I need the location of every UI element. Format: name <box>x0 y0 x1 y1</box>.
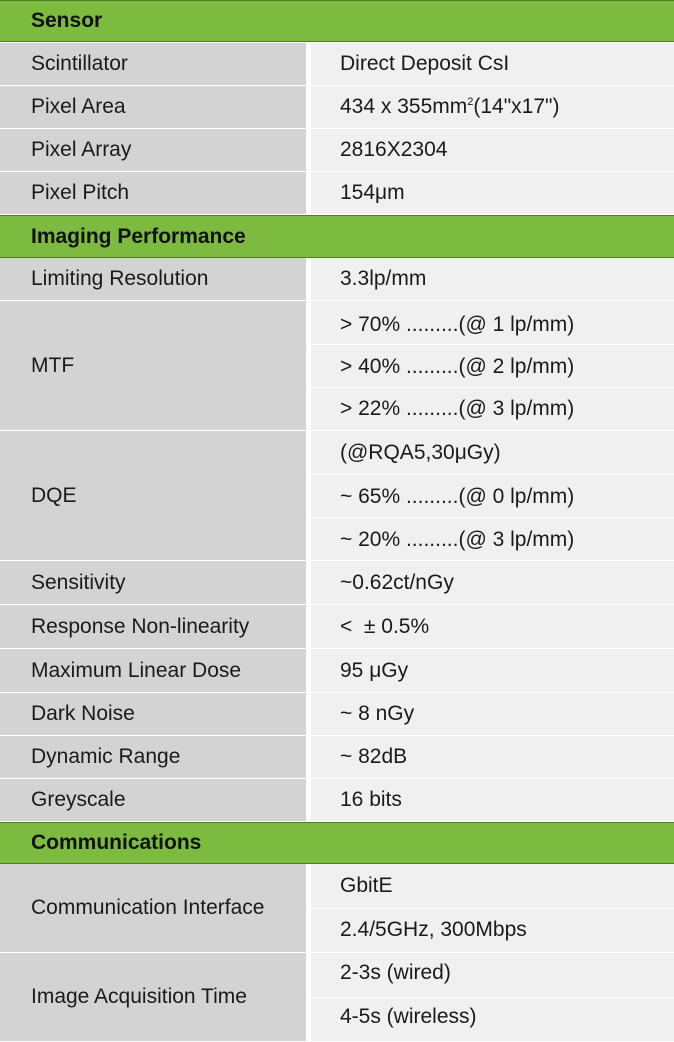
row-label-response-nonlinearity: Response Non-linearity <box>0 605 306 649</box>
value-text: 4-5s (wireless) <box>340 1005 477 1028</box>
value-text: 154μm <box>340 181 405 204</box>
value-text: GbitE <box>340 874 393 897</box>
row-value-dynamic-range: ~ 82dB <box>311 736 674 779</box>
row-label-greyscale: Greyscale <box>0 779 306 822</box>
value-text: Direct Deposit CsI <box>340 52 510 75</box>
label-text: Communication Interface <box>31 896 265 919</box>
divider <box>311 344 674 345</box>
value-text: 434 x 355mm2(14"x17") <box>340 95 559 119</box>
label-text: Dynamic Range <box>31 745 181 768</box>
row-label-image-acquisition-time: Image Acquisition Time <box>0 953 306 1042</box>
value-pre: 434 x 355mm <box>340 95 468 118</box>
section-title: Sensor <box>31 9 103 32</box>
value-text: > 22% .........(@ 3 lp/mm) <box>340 397 575 420</box>
section-title: Imaging Performance <box>31 224 246 248</box>
section-header-sensor: Sensor <box>0 0 674 42</box>
value-text: (@RQA5,30μGy) <box>340 441 501 464</box>
row-label-pixel-pitch: Pixel Pitch <box>0 172 306 215</box>
row-label-dynamic-range: Dynamic Range <box>0 736 306 779</box>
label-text: Pixel Array <box>31 138 132 161</box>
row-label-limiting-resolution: Limiting Resolution <box>0 258 306 301</box>
section-title: Communications <box>31 831 202 854</box>
row-label-dqe: DQE <box>0 431 306 561</box>
label-text: Dark Noise <box>31 702 135 725</box>
value-text: 16 bits <box>340 788 402 811</box>
label-text: DQE <box>31 483 77 507</box>
value-post: (14"x17") <box>473 95 560 118</box>
label-text: Pixel Pitch <box>31 181 130 204</box>
row-value-dark-noise: ~ 8 nGy <box>311 693 674 736</box>
value-text: 2-3s (wired) <box>340 961 451 984</box>
value-text: > 70% .........(@ 1 lp/mm) <box>340 313 575 336</box>
row-label-sensitivity: Sensitivity <box>0 561 306 605</box>
section-header-imaging: Imaging Performance <box>0 215 674 258</box>
divider <box>311 908 674 909</box>
value-text: ~ 20% .........(@ 3 lp/mm) <box>340 528 575 551</box>
row-label-pixel-area: Pixel Area <box>0 86 306 129</box>
row-label-communication-interface: Communication Interface <box>0 864 306 953</box>
value-text: ~ 8 nGy <box>340 702 415 725</box>
value-text: < ± 0.5% <box>340 614 430 638</box>
label-text: Image Acquisition Time <box>31 985 247 1008</box>
row-value-response-nonlinearity: < ± 0.5% <box>311 605 674 649</box>
divider <box>311 517 674 518</box>
row-value-max-linear-dose: 95 μGy <box>311 649 674 693</box>
divider <box>311 387 674 388</box>
label-text: Scintillator <box>31 52 128 75</box>
value-text: 3.3lp/mm <box>340 267 427 290</box>
label-text: Pixel Area <box>31 95 126 118</box>
label-text: Limiting Resolution <box>31 267 209 290</box>
row-value-scintillator: Direct Deposit CsI <box>311 43 674 86</box>
label-text: Maximum Linear Dose <box>31 658 242 682</box>
value-text: ~0.62ct/nGy <box>340 570 454 594</box>
row-label-mtf: MTF <box>0 301 306 431</box>
divider <box>311 474 674 475</box>
value-text: > 40% .........(@ 2 lp/mm) <box>340 355 575 378</box>
value-text: ~ 65% .........(@ 0 lp/mm) <box>340 485 575 508</box>
row-value-dqe: (@RQA5,30μGy) ~ 65% .........(@ 0 lp/mm)… <box>311 431 674 561</box>
label-text: MTF <box>31 353 75 377</box>
row-value-pixel-array: 2816X2304 <box>311 129 674 172</box>
section-header-communications: Communications <box>0 822 674 864</box>
row-label-dark-noise: Dark Noise <box>0 693 306 736</box>
row-value-limiting-resolution: 3.3lp/mm <box>311 258 674 301</box>
row-value-pixel-pitch: 154μm <box>311 172 674 215</box>
label-text: Greyscale <box>31 788 126 811</box>
value-text: ~ 82dB <box>340 745 408 768</box>
row-value-greyscale: 16 bits <box>311 779 674 822</box>
value-text: 95 μGy <box>340 658 409 682</box>
row-label-scintillator: Scintillator <box>0 43 306 86</box>
row-label-max-linear-dose: Maximum Linear Dose <box>0 649 306 693</box>
divider <box>311 997 674 998</box>
row-value-mtf: > 70% .........(@ 1 lp/mm) > 40% .......… <box>311 301 674 431</box>
row-value-pixel-area: 434 x 355mm2(14"x17") <box>311 86 674 129</box>
value-text: 2.4/5GHz, 300Mbps <box>340 918 527 941</box>
label-text: Sensitivity <box>31 570 126 594</box>
label-text: Response Non-linearity <box>31 614 250 638</box>
value-text: 2816X2304 <box>340 138 448 161</box>
row-value-sensitivity: ~0.62ct/nGy <box>311 561 674 605</box>
row-label-pixel-array: Pixel Array <box>0 129 306 172</box>
value-sup: 2 <box>467 96 474 108</box>
